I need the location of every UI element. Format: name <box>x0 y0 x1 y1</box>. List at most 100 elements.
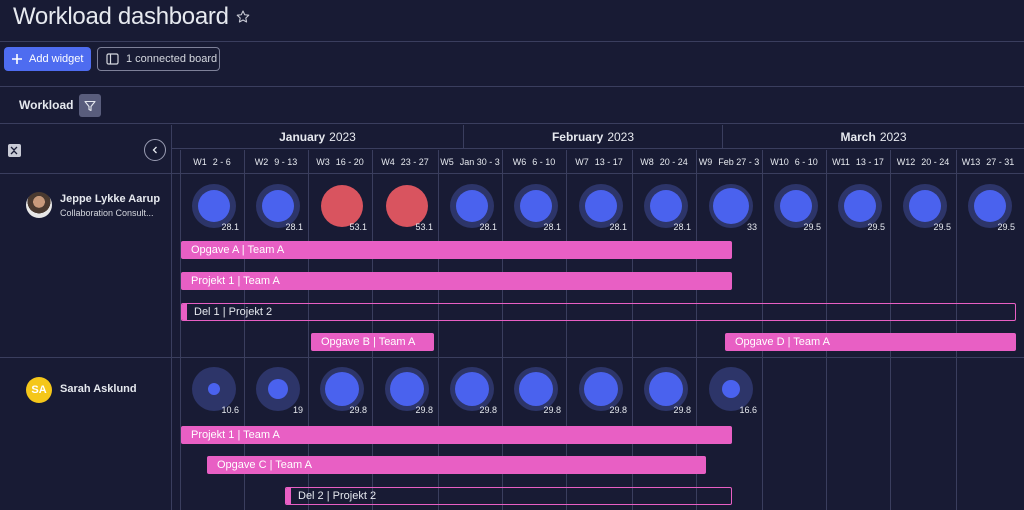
header-divider <box>0 173 1024 174</box>
workload-value: 10.6 <box>221 405 239 415</box>
section-title: Workload <box>19 98 74 112</box>
workload-bubble[interactable] <box>579 367 623 411</box>
chevron-left-icon[interactable] <box>144 139 166 161</box>
task-bar[interactable]: Opgave D | Team A <box>725 333 1016 351</box>
week-gridline <box>890 150 891 510</box>
workload-value: 28.1 <box>285 222 303 232</box>
workload-value: 29.8 <box>543 405 561 415</box>
filter-icon <box>84 100 96 111</box>
workload-value: 28.1 <box>543 222 561 232</box>
workload-value: 29.8 <box>673 405 691 415</box>
workload-bubble[interactable] <box>192 367 236 411</box>
week-column-header: W8 20 - 24 <box>640 156 688 167</box>
week-gridline <box>244 150 245 510</box>
workload-bubble[interactable] <box>256 367 300 411</box>
toolbar: Add widget 1 connected board <box>0 43 1024 87</box>
task-bar[interactable]: Opgave C | Team A <box>207 456 706 474</box>
workload-value: 29.8 <box>479 405 497 415</box>
add-widget-button[interactable]: Add widget <box>4 47 91 71</box>
workload-value: 53.1 <box>415 222 433 232</box>
workload-bubble[interactable] <box>709 367 753 411</box>
week-column-header: W1 2 - 6 <box>193 156 231 167</box>
workload-value: 19 <box>292 405 303 415</box>
task-bar[interactable]: Projekt 1 | Team A <box>181 426 732 444</box>
workload-bubble[interactable] <box>644 367 688 411</box>
plus-icon <box>12 54 22 64</box>
workload-bubble[interactable] <box>903 184 947 228</box>
workload-bubble[interactable] <box>385 367 429 411</box>
workload-value: 28.1 <box>609 222 627 232</box>
week-column-header: W3 16 - 20 <box>316 156 364 167</box>
month-header: January 2023 February 2023 March 2023 <box>172 125 1024 149</box>
week-gridline <box>502 150 503 510</box>
workload-bubble[interactable] <box>320 184 364 228</box>
week-column-header: W9 Feb 27 - 3 <box>698 156 760 167</box>
person-role: Collaboration Consult... <box>60 208 154 218</box>
collapse-icon[interactable] <box>8 144 21 157</box>
workload-bubble[interactable] <box>450 184 494 228</box>
week-header: W1 2 - 6 W2 9 - 13 W3 16 - 20 W4 23 - 27 W5 Jan 3… <box>172 150 1024 173</box>
star-icon[interactable] <box>235 8 251 26</box>
workload-bubble[interactable] <box>385 184 429 228</box>
workload-value: 28.1 <box>673 222 691 232</box>
workload-bubble[interactable] <box>838 184 882 228</box>
workload-bubble[interactable] <box>774 184 818 228</box>
workload-value: 28.1 <box>479 222 497 232</box>
week-column-header: W4 23 - 27 <box>381 156 429 167</box>
workload-value: 29.8 <box>349 405 367 415</box>
week-column-header: W5 Jan 30 - 3 <box>440 156 500 167</box>
workload-bubble[interactable] <box>514 367 558 411</box>
workload-bubble[interactable] <box>320 367 364 411</box>
workload-bubble[interactable] <box>644 184 688 228</box>
workload-bubble[interactable] <box>514 184 558 228</box>
people-column <box>0 125 172 510</box>
week-gridline <box>762 150 763 510</box>
page-title: Workload dashboard <box>13 3 229 30</box>
workload-bubble[interactable] <box>968 184 1012 228</box>
workload-bubble[interactable] <box>450 367 494 411</box>
task-bar[interactable]: Del 2 | Projekt 2 <box>285 487 732 505</box>
week-column-header: W2 9 - 13 <box>254 156 298 167</box>
week-gridline <box>438 150 439 510</box>
week-column-header: W7 13 - 17 <box>575 156 623 167</box>
avatar <box>26 192 52 218</box>
workload-value: 29.5 <box>803 222 821 232</box>
workload-bubble[interactable] <box>579 184 623 228</box>
week-gridline <box>566 150 567 510</box>
week-gridline <box>956 150 957 510</box>
workload-bubble[interactable] <box>709 184 753 228</box>
task-bar[interactable]: Projekt 1 | Team A <box>181 272 732 290</box>
week-gridline <box>372 150 373 510</box>
week-gridline <box>696 150 697 510</box>
week-column-header: W13 27 - 31 <box>961 156 1015 167</box>
workload-bubble[interactable] <box>192 184 236 228</box>
person-name: Sarah Asklund <box>60 383 137 395</box>
workload-value: 29.5 <box>867 222 885 232</box>
board-icon <box>106 53 119 65</box>
week-column-header: W11 13 - 17 <box>832 156 884 167</box>
task-bar[interactable]: Del 1 | Projekt 2 <box>181 303 1016 321</box>
connected-board-button[interactable]: 1 connected board <box>97 47 220 71</box>
week-column-header: W10 6 - 10 <box>770 156 818 167</box>
month-march: March 2023 <box>840 130 907 144</box>
week-gridline <box>826 150 827 510</box>
week-gridline <box>308 150 309 510</box>
person-name: Jeppe Lykke Aarup <box>60 193 161 205</box>
workload-value: 29.5 <box>997 222 1015 232</box>
task-bar[interactable]: Opgave A | Team A <box>181 241 732 259</box>
task-bar[interactable]: Opgave B | Team A <box>311 333 434 351</box>
connected-board-label: 1 connected board <box>126 53 218 65</box>
week-column-header: W6 6 - 10 <box>512 156 556 167</box>
workload-value: 53.1 <box>349 222 367 232</box>
week-column-header: W12 20 - 24 <box>896 156 950 167</box>
workload-bubble[interactable] <box>256 184 300 228</box>
row-divider <box>0 357 1024 358</box>
week-gridline <box>180 150 181 510</box>
week-gridline <box>632 150 633 510</box>
workload-value: 33 <box>746 222 757 232</box>
workload-value: 29.5 <box>933 222 951 232</box>
filter-button[interactable] <box>79 94 101 117</box>
month-january: January 2023 <box>172 125 464 149</box>
workload-section-header: Workload <box>0 88 1024 124</box>
page-header: Workload dashboard <box>0 0 1024 42</box>
